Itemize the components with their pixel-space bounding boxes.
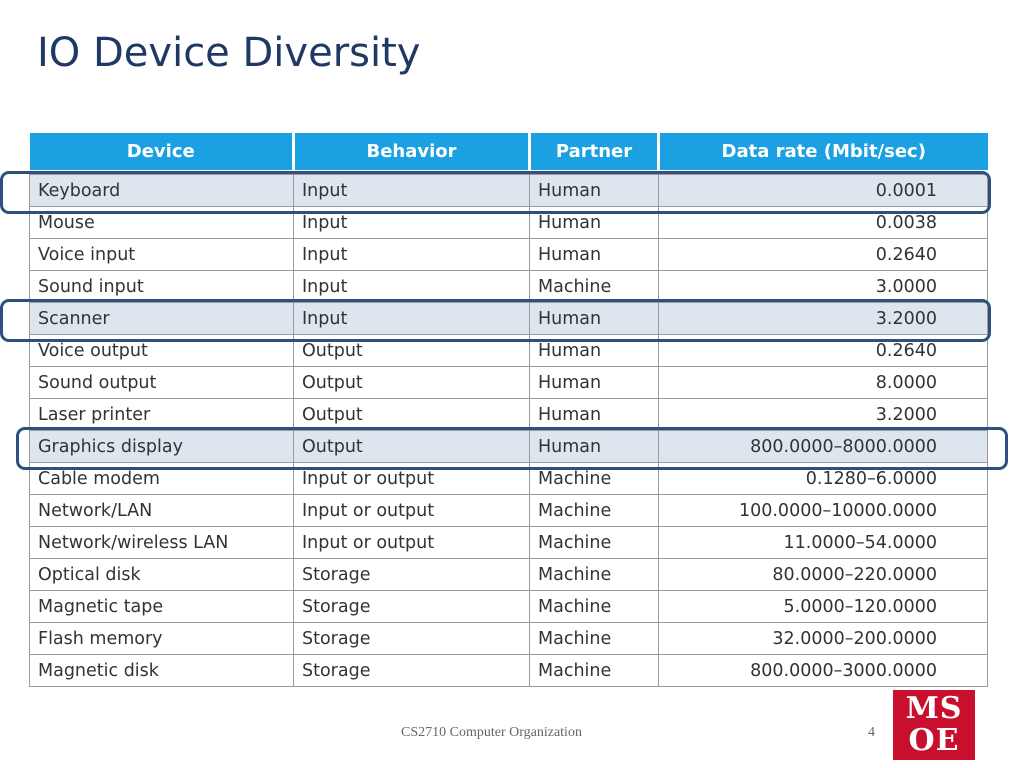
footer-course-name: CS2710 Computer Organization bbox=[401, 725, 582, 740]
cell-behavior: Input bbox=[293, 206, 530, 239]
cell-partner: Machine bbox=[529, 622, 659, 655]
cell-behavior: Input or output bbox=[293, 462, 530, 495]
cell-behavior: Input bbox=[293, 174, 530, 207]
cell-partner: Machine bbox=[529, 494, 659, 527]
cell-data-rate: 5.0000–120.0000 bbox=[658, 590, 988, 623]
table-row: Flash memory Storage Machine 32.0000–200.00… bbox=[29, 622, 988, 655]
page-number: 4 bbox=[868, 725, 875, 740]
cell-data-rate: 8.0000 bbox=[658, 366, 988, 399]
cell-partner: Machine bbox=[529, 558, 659, 591]
cell-partner: Human bbox=[529, 398, 659, 431]
table-row: Voice input Input Human 0.2640 bbox=[29, 238, 988, 271]
cell-behavior: Output bbox=[293, 334, 530, 367]
cell-data-rate: 800.0000–3000.0000 bbox=[658, 654, 988, 687]
cell-partner: Machine bbox=[529, 526, 659, 559]
cell-behavior: Storage bbox=[293, 654, 530, 687]
table-row: Network/wireless LAN Input or output Machi… bbox=[29, 526, 988, 559]
cell-data-rate: 100.0000–10000.0000 bbox=[658, 494, 988, 527]
table-header-row: Device Behavior Partner Data rate (Mbit/… bbox=[29, 133, 988, 170]
cell-partner: Human bbox=[529, 366, 659, 399]
cell-behavior: Output bbox=[293, 430, 530, 463]
cell-device: Network/wireless LAN bbox=[29, 526, 294, 559]
io-device-table: Device Behavior Partner Data rate (Mbit/… bbox=[29, 133, 988, 687]
header-device: Device bbox=[29, 133, 295, 170]
header-data-rate: Data rate (Mbit/sec) bbox=[658, 133, 988, 170]
cell-partner: Human bbox=[529, 174, 659, 207]
table-row: Magnetic disk Storage Machine 800.0000–3000… bbox=[29, 654, 988, 687]
cell-behavior: Input bbox=[293, 302, 530, 335]
cell-behavior: Input bbox=[293, 270, 530, 303]
table-row: Magnetic tape Storage Machine 5.0000–120.00… bbox=[29, 590, 988, 623]
cell-data-rate: 0.2640 bbox=[658, 238, 988, 271]
cell-behavior: Storage bbox=[293, 558, 530, 591]
cell-partner: Human bbox=[529, 238, 659, 271]
cell-partner: Human bbox=[529, 302, 659, 335]
cell-behavior: Output bbox=[293, 398, 530, 431]
cell-data-rate: 0.0038 bbox=[658, 206, 988, 239]
cell-device: Laser printer bbox=[29, 398, 294, 431]
cell-partner: Human bbox=[529, 206, 659, 239]
cell-partner: Machine bbox=[529, 654, 659, 687]
cell-device: Magnetic tape bbox=[29, 590, 294, 623]
cell-data-rate: 800.0000–8000.0000 bbox=[658, 430, 988, 463]
cell-device: Sound output bbox=[29, 366, 294, 399]
cell-data-rate: 0.0001 bbox=[658, 174, 988, 207]
table-row: Mouse Input Human 0.0038 bbox=[29, 206, 988, 239]
cell-behavior: Storage bbox=[293, 622, 530, 655]
cell-data-rate: 80.0000–220.0000 bbox=[658, 558, 988, 591]
cell-data-rate: 32.0000–200.0000 bbox=[658, 622, 988, 655]
cell-partner: Machine bbox=[529, 462, 659, 495]
cell-behavior: Input or output bbox=[293, 494, 530, 527]
msoe-logo: MS OE bbox=[893, 690, 975, 760]
cell-device: Voice input bbox=[29, 238, 294, 271]
table-row: Keyboard Input Human 0.0001 bbox=[29, 174, 988, 207]
cell-device: Cable modem bbox=[29, 462, 294, 495]
cell-data-rate: 0.2640 bbox=[658, 334, 988, 367]
slide-title: IO Device Diversity bbox=[37, 30, 421, 76]
cell-device: Network/LAN bbox=[29, 494, 294, 527]
table-row: Sound output Output Human 8.0000 bbox=[29, 366, 988, 399]
table-row: Laser printer Output Human 3.2000 bbox=[29, 398, 988, 431]
table-row: Optical disk Storage Machine 80.0000–220.00… bbox=[29, 558, 988, 591]
cell-data-rate: 11.0000–54.0000 bbox=[658, 526, 988, 559]
cell-device: Voice output bbox=[29, 334, 294, 367]
cell-behavior: Output bbox=[293, 366, 530, 399]
cell-device: Graphics display bbox=[29, 430, 294, 463]
cell-device: Mouse bbox=[29, 206, 294, 239]
table-body: Keyboard Input Human 0.0001 Mouse Input Human 0… bbox=[29, 170, 988, 687]
cell-behavior: Storage bbox=[293, 590, 530, 623]
cell-data-rate: 3.2000 bbox=[658, 302, 988, 335]
cell-partner: Machine bbox=[529, 270, 659, 303]
header-partner: Partner bbox=[529, 133, 660, 170]
cell-partner: Human bbox=[529, 334, 659, 367]
table-row: Voice output Output Human 0.2640 bbox=[29, 334, 988, 367]
table-row: Network/LAN Input or output Machine 100.000… bbox=[29, 494, 988, 527]
cell-data-rate: 0.1280–6.0000 bbox=[658, 462, 988, 495]
cell-device: Sound input bbox=[29, 270, 294, 303]
cell-behavior: Input or output bbox=[293, 526, 530, 559]
cell-device: Flash memory bbox=[29, 622, 294, 655]
cell-device: Keyboard bbox=[29, 174, 294, 207]
cell-partner: Human bbox=[529, 430, 659, 463]
cell-device: Magnetic disk bbox=[29, 654, 294, 687]
cell-data-rate: 3.0000 bbox=[658, 270, 988, 303]
table-row: Scanner Input Human 3.2000 bbox=[29, 302, 988, 335]
cell-device: Optical disk bbox=[29, 558, 294, 591]
table-row: Sound input Input Machine 3.0000 bbox=[29, 270, 988, 303]
cell-behavior: Input bbox=[293, 238, 530, 271]
cell-partner: Machine bbox=[529, 590, 659, 623]
header-behavior: Behavior bbox=[293, 133, 531, 170]
cell-device: Scanner bbox=[29, 302, 294, 335]
table-row: Graphics display Output Human 800.0000–8000… bbox=[29, 430, 988, 463]
cell-data-rate: 3.2000 bbox=[658, 398, 988, 431]
table-row: Cable modem Input or output Machine 0.1280–… bbox=[29, 462, 988, 495]
